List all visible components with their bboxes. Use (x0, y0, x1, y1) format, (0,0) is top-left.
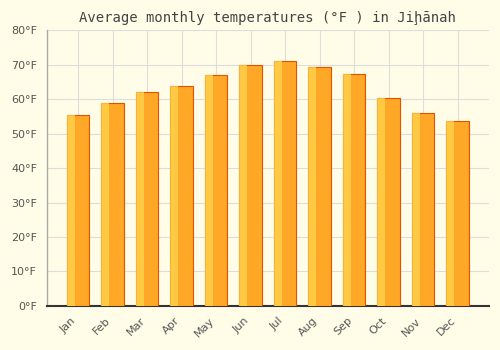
Bar (274, 61, 296, 306)
Bar (205, 75, 228, 306)
Bar (274, 61, 281, 306)
Bar (136, 92, 144, 306)
Bar (170, 85, 193, 306)
Bar (412, 113, 434, 306)
Bar (67, 115, 90, 306)
Bar (240, 65, 262, 306)
Bar (343, 74, 365, 306)
Title: Average monthly temperatures (°F ) in Jiḩānah: Average monthly temperatures (°F ) in Ji… (80, 11, 456, 25)
Bar (308, 67, 331, 306)
Bar (378, 98, 385, 306)
Bar (102, 103, 110, 306)
Bar (205, 75, 213, 306)
Bar (343, 74, 350, 306)
Bar (378, 98, 400, 306)
Bar (136, 92, 158, 306)
Bar (67, 115, 75, 306)
Bar (308, 67, 316, 306)
Bar (446, 121, 469, 306)
Bar (170, 85, 178, 306)
Bar (412, 113, 420, 306)
Bar (446, 121, 454, 306)
Bar (240, 65, 248, 306)
Bar (102, 103, 124, 306)
